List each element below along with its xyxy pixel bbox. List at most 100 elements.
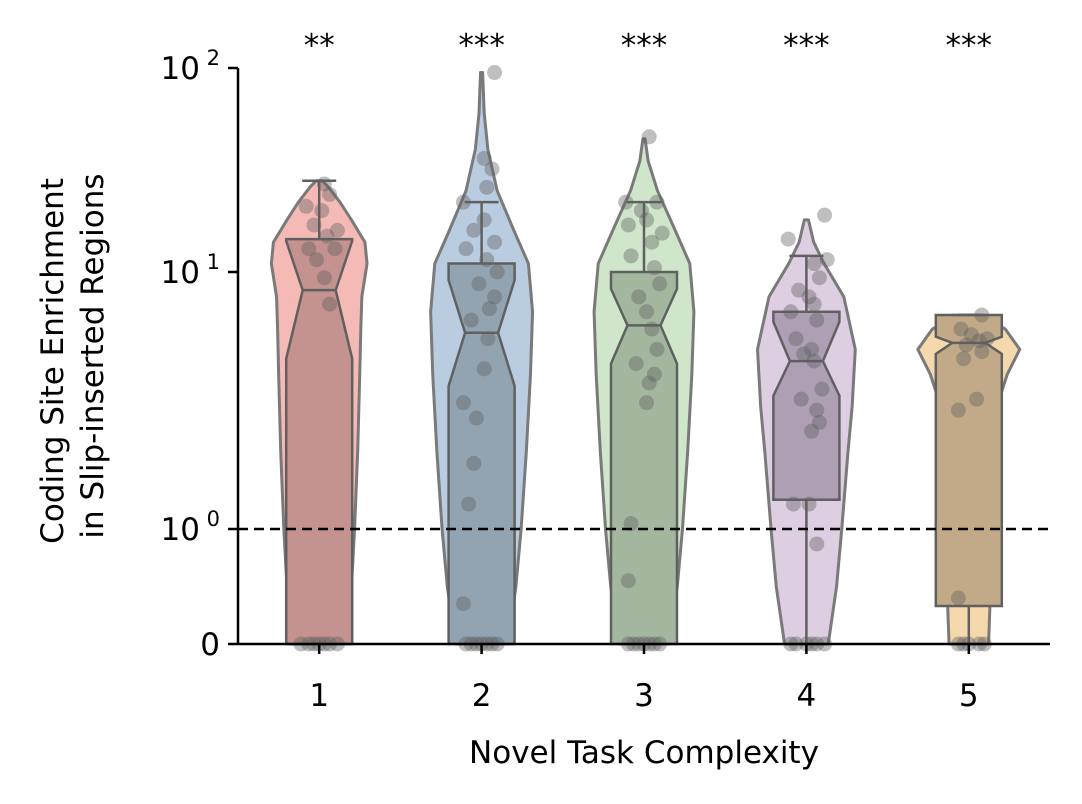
x-tick-label: 4 [797,678,817,714]
data-point [649,341,665,357]
data-point [788,331,804,347]
data-point [971,333,987,349]
data-point [963,327,979,343]
data-point [306,217,322,233]
data-point [814,381,830,397]
data-point [804,341,820,357]
x-tick-label: 5 [959,678,979,714]
data-point [455,395,471,411]
data-point [817,207,833,223]
y-tick-exponent: 0 [207,507,220,531]
data-point [309,252,325,268]
data-point [479,179,495,195]
data-point [646,366,662,382]
data-point [458,241,474,257]
data-point [819,252,835,268]
data-point [623,516,639,532]
data-point [654,225,670,241]
data-point [639,395,655,411]
data-point [329,222,345,238]
box-2 [447,262,516,646]
y-tick-exponent: 2 [207,46,220,70]
box-5 [934,313,1004,608]
data-point [641,375,657,391]
data-point [793,391,809,407]
data-point [979,331,995,347]
y-tick-label: 0 [200,627,220,663]
x-tick-label: 3 [634,678,654,714]
data-point [950,590,966,606]
data-point [322,186,338,202]
data-point [646,260,662,276]
data-point [314,203,330,219]
data-point [780,231,796,247]
data-point [806,256,822,272]
data-point [806,353,822,369]
data-point [644,234,660,250]
data-point [301,241,317,257]
data-point [480,331,496,347]
data-point [479,252,495,268]
data-point [487,289,503,305]
data-point [652,276,668,292]
data-point [801,496,817,512]
data-point [455,596,471,612]
data-point [641,129,657,145]
data-point [468,410,484,426]
data-point [618,194,634,210]
box-layer [284,179,1004,646]
x-tick-label: 1 [309,678,329,714]
data-point [487,234,503,250]
data-point [316,270,332,286]
data-point [476,361,492,377]
data-point [481,301,497,317]
data-point [298,198,314,214]
y-ticks: 0 10 0 10 1 10 2 [161,46,238,663]
data-point [623,248,639,264]
data-point [631,289,647,305]
box-4 [772,310,841,501]
data-point [476,151,492,167]
data-point [639,212,655,228]
significance-label: *** [458,28,505,64]
significance-label: *** [946,28,993,64]
data-point [476,212,492,228]
x-axis-label: Novel Task Complexity [469,735,819,771]
data-point [633,203,649,219]
data-point [463,312,479,328]
data-point [489,264,505,280]
data-point [811,270,827,286]
data-point [801,289,817,305]
data-point [639,304,655,320]
data-point [484,161,500,177]
data-point [958,337,974,353]
data-point [950,402,966,418]
significance-labels: ** *** *** *** *** [304,28,992,64]
y-tick-exponent: 1 [207,250,220,274]
significance-label: *** [621,28,668,64]
data-point [455,194,471,210]
x-tick-label: 2 [472,678,492,714]
data-point [487,65,503,81]
data-point [809,312,825,328]
data-point [644,321,660,337]
data-point [466,455,482,471]
data-point [974,344,990,360]
data-point [649,194,665,210]
data-point [809,402,825,418]
y-axis-label-line2: in Slip-inserted Regions [75,173,111,538]
box-3 [609,270,679,646]
data-point [783,304,799,320]
data-point [974,307,990,323]
data-point [620,573,636,589]
box-1 [284,237,354,646]
y-axis-label-line1: Coding Site Enrichment [35,178,71,544]
x-ticks: 1 2 3 4 5 [309,644,979,714]
data-point [811,414,827,430]
data-point [620,217,636,233]
data-point [953,321,969,337]
data-point [327,241,343,257]
data-point [322,296,338,312]
data-point [956,351,972,367]
